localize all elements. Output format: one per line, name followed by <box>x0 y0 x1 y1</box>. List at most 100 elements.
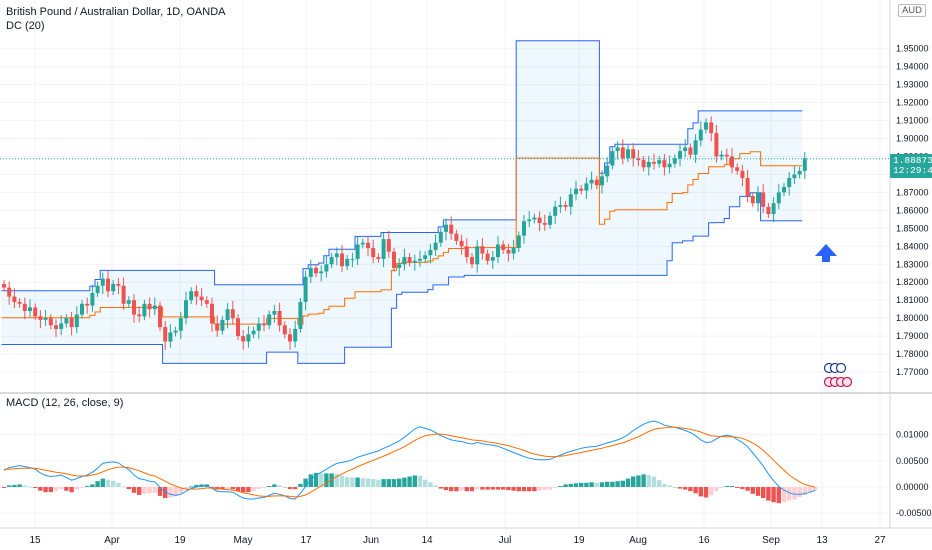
macd-hist-bar <box>157 487 163 496</box>
macd-hist-bar <box>17 484 22 487</box>
price-tick-label: 1.86000 <box>896 205 929 215</box>
candle-body <box>511 248 516 254</box>
candle-body <box>490 257 495 261</box>
candle-body <box>620 147 625 159</box>
candle-body <box>464 246 469 258</box>
macd-hist-bar <box>610 481 615 487</box>
macd-hist-bar <box>724 486 729 487</box>
macd-hist-bar <box>230 487 235 490</box>
time-tick-label: 16 <box>698 535 710 546</box>
macd-hist-bar <box>178 487 183 494</box>
candle-body <box>501 244 506 250</box>
macd-hist-bar <box>365 478 371 487</box>
price-tick-label: 1.92000 <box>896 98 929 108</box>
price-tick-label: 1.84000 <box>896 241 929 251</box>
macd-hist-bar <box>126 487 131 490</box>
candle-body <box>704 122 708 130</box>
macd-hist-bar <box>641 474 646 487</box>
price-tick-label: 1.79000 <box>896 331 929 341</box>
macd-hist-bar <box>121 486 126 488</box>
candle-body <box>470 257 474 265</box>
candle-body <box>43 318 48 320</box>
candle-body <box>459 240 464 247</box>
macd-hist-bar <box>308 474 313 487</box>
macd-hist-bar <box>485 487 490 490</box>
currency-badge[interactable]: AUD <box>897 4 926 17</box>
candle-body <box>589 179 594 184</box>
macd-hist-bar <box>355 477 360 487</box>
candle-body <box>548 215 552 225</box>
macd-hist-bar <box>776 487 781 504</box>
macd-hist-bar <box>397 478 402 487</box>
macd-hist-bar <box>683 487 688 490</box>
time-tick-label: 17 <box>300 535 312 546</box>
time-tick-label: 19 <box>174 535 186 546</box>
time-tick-label: Jun <box>363 535 379 546</box>
candle-body <box>12 296 17 302</box>
candle-body <box>615 147 620 152</box>
candle-body <box>80 303 84 315</box>
candle-body <box>59 323 64 329</box>
macd-hist-bar <box>22 485 27 487</box>
macd-hist-bar <box>241 487 246 493</box>
macd-hist-bar <box>558 486 563 487</box>
candle-body <box>454 233 459 241</box>
macd-hist-bar <box>95 481 100 487</box>
macd-hist-bar <box>142 487 147 494</box>
dc-channel-fill <box>1 40 803 364</box>
candle-body <box>532 217 537 220</box>
macd-hist-bar <box>111 480 116 487</box>
candle-body <box>626 149 630 159</box>
badge-circle <box>835 362 847 374</box>
macd-hist-bar <box>547 487 553 490</box>
macd-hist-bar <box>542 487 547 491</box>
candle-body <box>267 314 272 326</box>
macd-hist-bar <box>672 487 677 488</box>
macd-hist-bar <box>64 487 69 491</box>
macd-hist-bar <box>631 476 636 487</box>
macd-hist-bar <box>381 479 386 487</box>
macd-hist-bar <box>267 486 272 487</box>
time-tick-label: 14 <box>421 535 433 546</box>
macd-hist-bar <box>537 487 542 491</box>
indicator-label-dc[interactable]: DC (20) <box>6 20 45 32</box>
candle-body <box>126 300 131 304</box>
time-tick-label: 13 <box>816 535 828 546</box>
candle-body <box>553 206 558 216</box>
macd-hist-bar <box>371 479 376 487</box>
time-tick-label: Aug <box>629 535 647 546</box>
candle-body <box>646 161 651 168</box>
up-arrow-icon <box>815 244 837 262</box>
indicator-label-macd[interactable]: MACD (12, 26, close, 9) <box>6 397 124 409</box>
candle-body <box>2 284 6 288</box>
candle-body <box>636 158 641 161</box>
candle-body <box>568 194 573 207</box>
candle-body <box>719 154 724 157</box>
macd-hist-bar <box>729 486 735 487</box>
candle-body <box>756 192 760 204</box>
candle-body <box>412 260 417 263</box>
candle-body <box>433 242 438 250</box>
candle-body <box>563 205 568 207</box>
candle-body <box>116 284 121 286</box>
macd-hist-bar <box>48 487 53 493</box>
candle-body <box>111 284 116 292</box>
macd-hist-bar <box>443 487 449 491</box>
candle-body <box>204 300 209 304</box>
macd-hist-bar <box>189 486 194 488</box>
macd-hist-bar <box>277 485 282 487</box>
macd-hist-bar <box>74 487 79 490</box>
candle-body <box>537 217 542 223</box>
macd-tick-label: 0.00000 <box>896 482 929 492</box>
candle-body <box>750 196 755 204</box>
macd-tick-label: -0.00500 <box>896 508 932 518</box>
candle-body <box>225 309 230 320</box>
candle-body <box>506 249 511 254</box>
candle-body <box>48 318 53 326</box>
candle-body <box>95 285 100 293</box>
candle-body <box>574 188 578 195</box>
candle-body <box>605 165 610 177</box>
candle-body <box>251 330 256 335</box>
candle-body <box>298 302 303 329</box>
macd-hist-bar <box>475 487 480 490</box>
